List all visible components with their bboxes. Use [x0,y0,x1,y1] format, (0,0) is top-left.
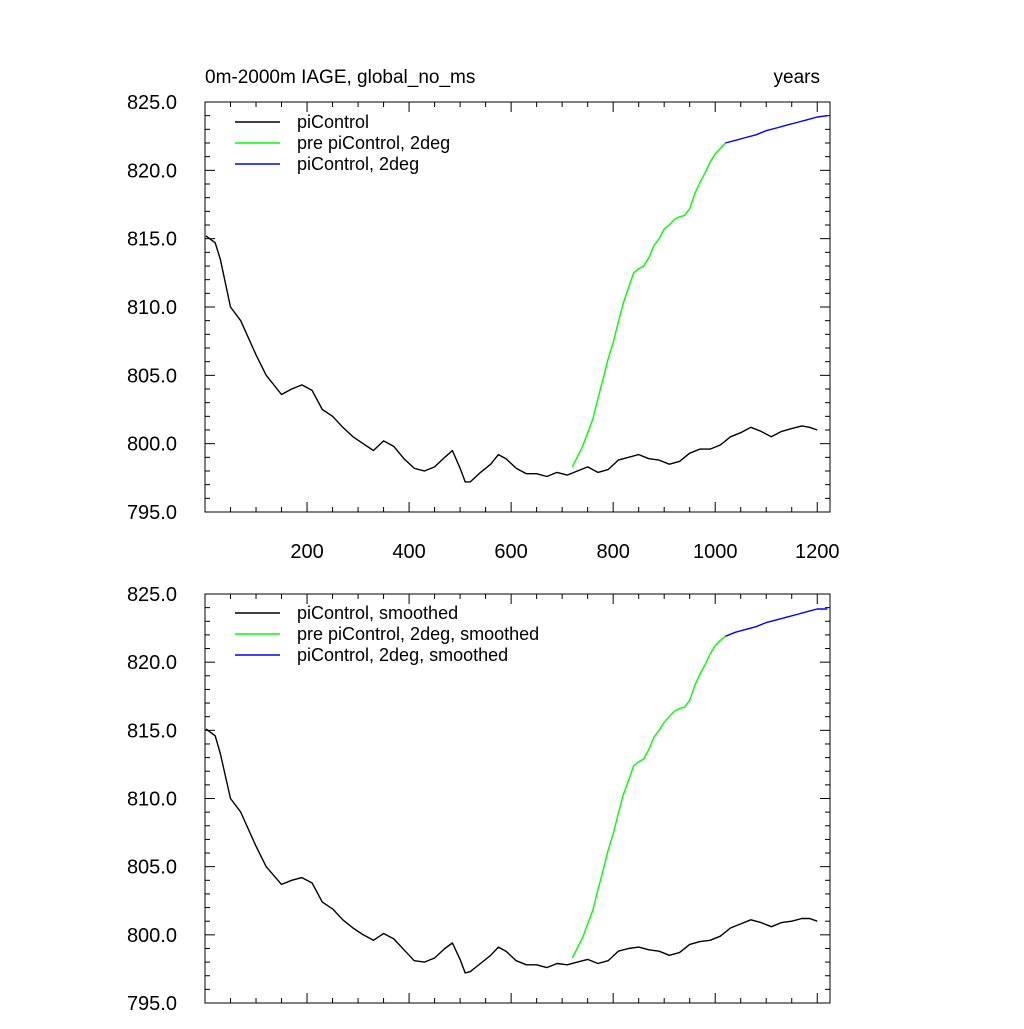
y-tick-label: 800.0 [127,925,177,947]
y-tick-label: 795.0 [127,502,177,524]
y-tick-label: 795.0 [127,993,177,1015]
x-tick-label: 1200 [795,541,840,563]
y-tick-label: 800.0 [127,434,177,456]
series-line-1 [205,235,818,483]
y-tick-label: 825.0 [127,92,177,114]
legend-label-3: piControl, 2deg, smoothed [297,645,508,665]
y-tick-label: 815.0 [127,720,177,742]
legend-label-1: piControl, smoothed [297,603,458,623]
x-tick-label: 1000 [693,541,738,563]
y-tick-label: 810.0 [127,297,177,319]
series-line-1 [205,728,818,974]
legend-label-2: pre piControl, 2deg [297,133,450,153]
x-tick-label: 800 [596,541,629,563]
chart-panel-bottom: 795.0 800.0 805.0 810.0 815.0 820.0 825.0 piCon… [127,584,831,1015]
x-tick-label: 200 [290,541,323,563]
chart-unit-label: years [774,67,820,88]
y-tick-label: 805.0 [127,857,177,879]
y-tick-label: 815.0 [127,229,177,251]
legend-label-2: pre piControl, 2deg, smoothed [297,624,539,644]
y-tick-label: 825.0 [127,584,177,606]
series-line-3 [725,608,828,637]
series-line-2 [571,635,726,959]
x-tick-label: 600 [494,541,527,563]
chart-title: 0m-2000m IAGE, global_no_ms [205,67,475,88]
legend-label-1: piControl [297,112,369,132]
y-tick-label: 820.0 [127,160,177,182]
chart-panel-top: 795.0 800.0 805.0 810.0 815.0 820.0 825.0 200 40… [127,67,840,563]
y-tick-label: 820.0 [127,652,177,674]
legend-label-3: piControl, 2deg [297,154,419,174]
x-tick-label: 400 [392,541,425,563]
series-line-2 [571,142,726,468]
y-tick-label: 810.0 [127,789,177,811]
series-line-3 [725,115,828,144]
y-tick-label: 805.0 [127,365,177,387]
